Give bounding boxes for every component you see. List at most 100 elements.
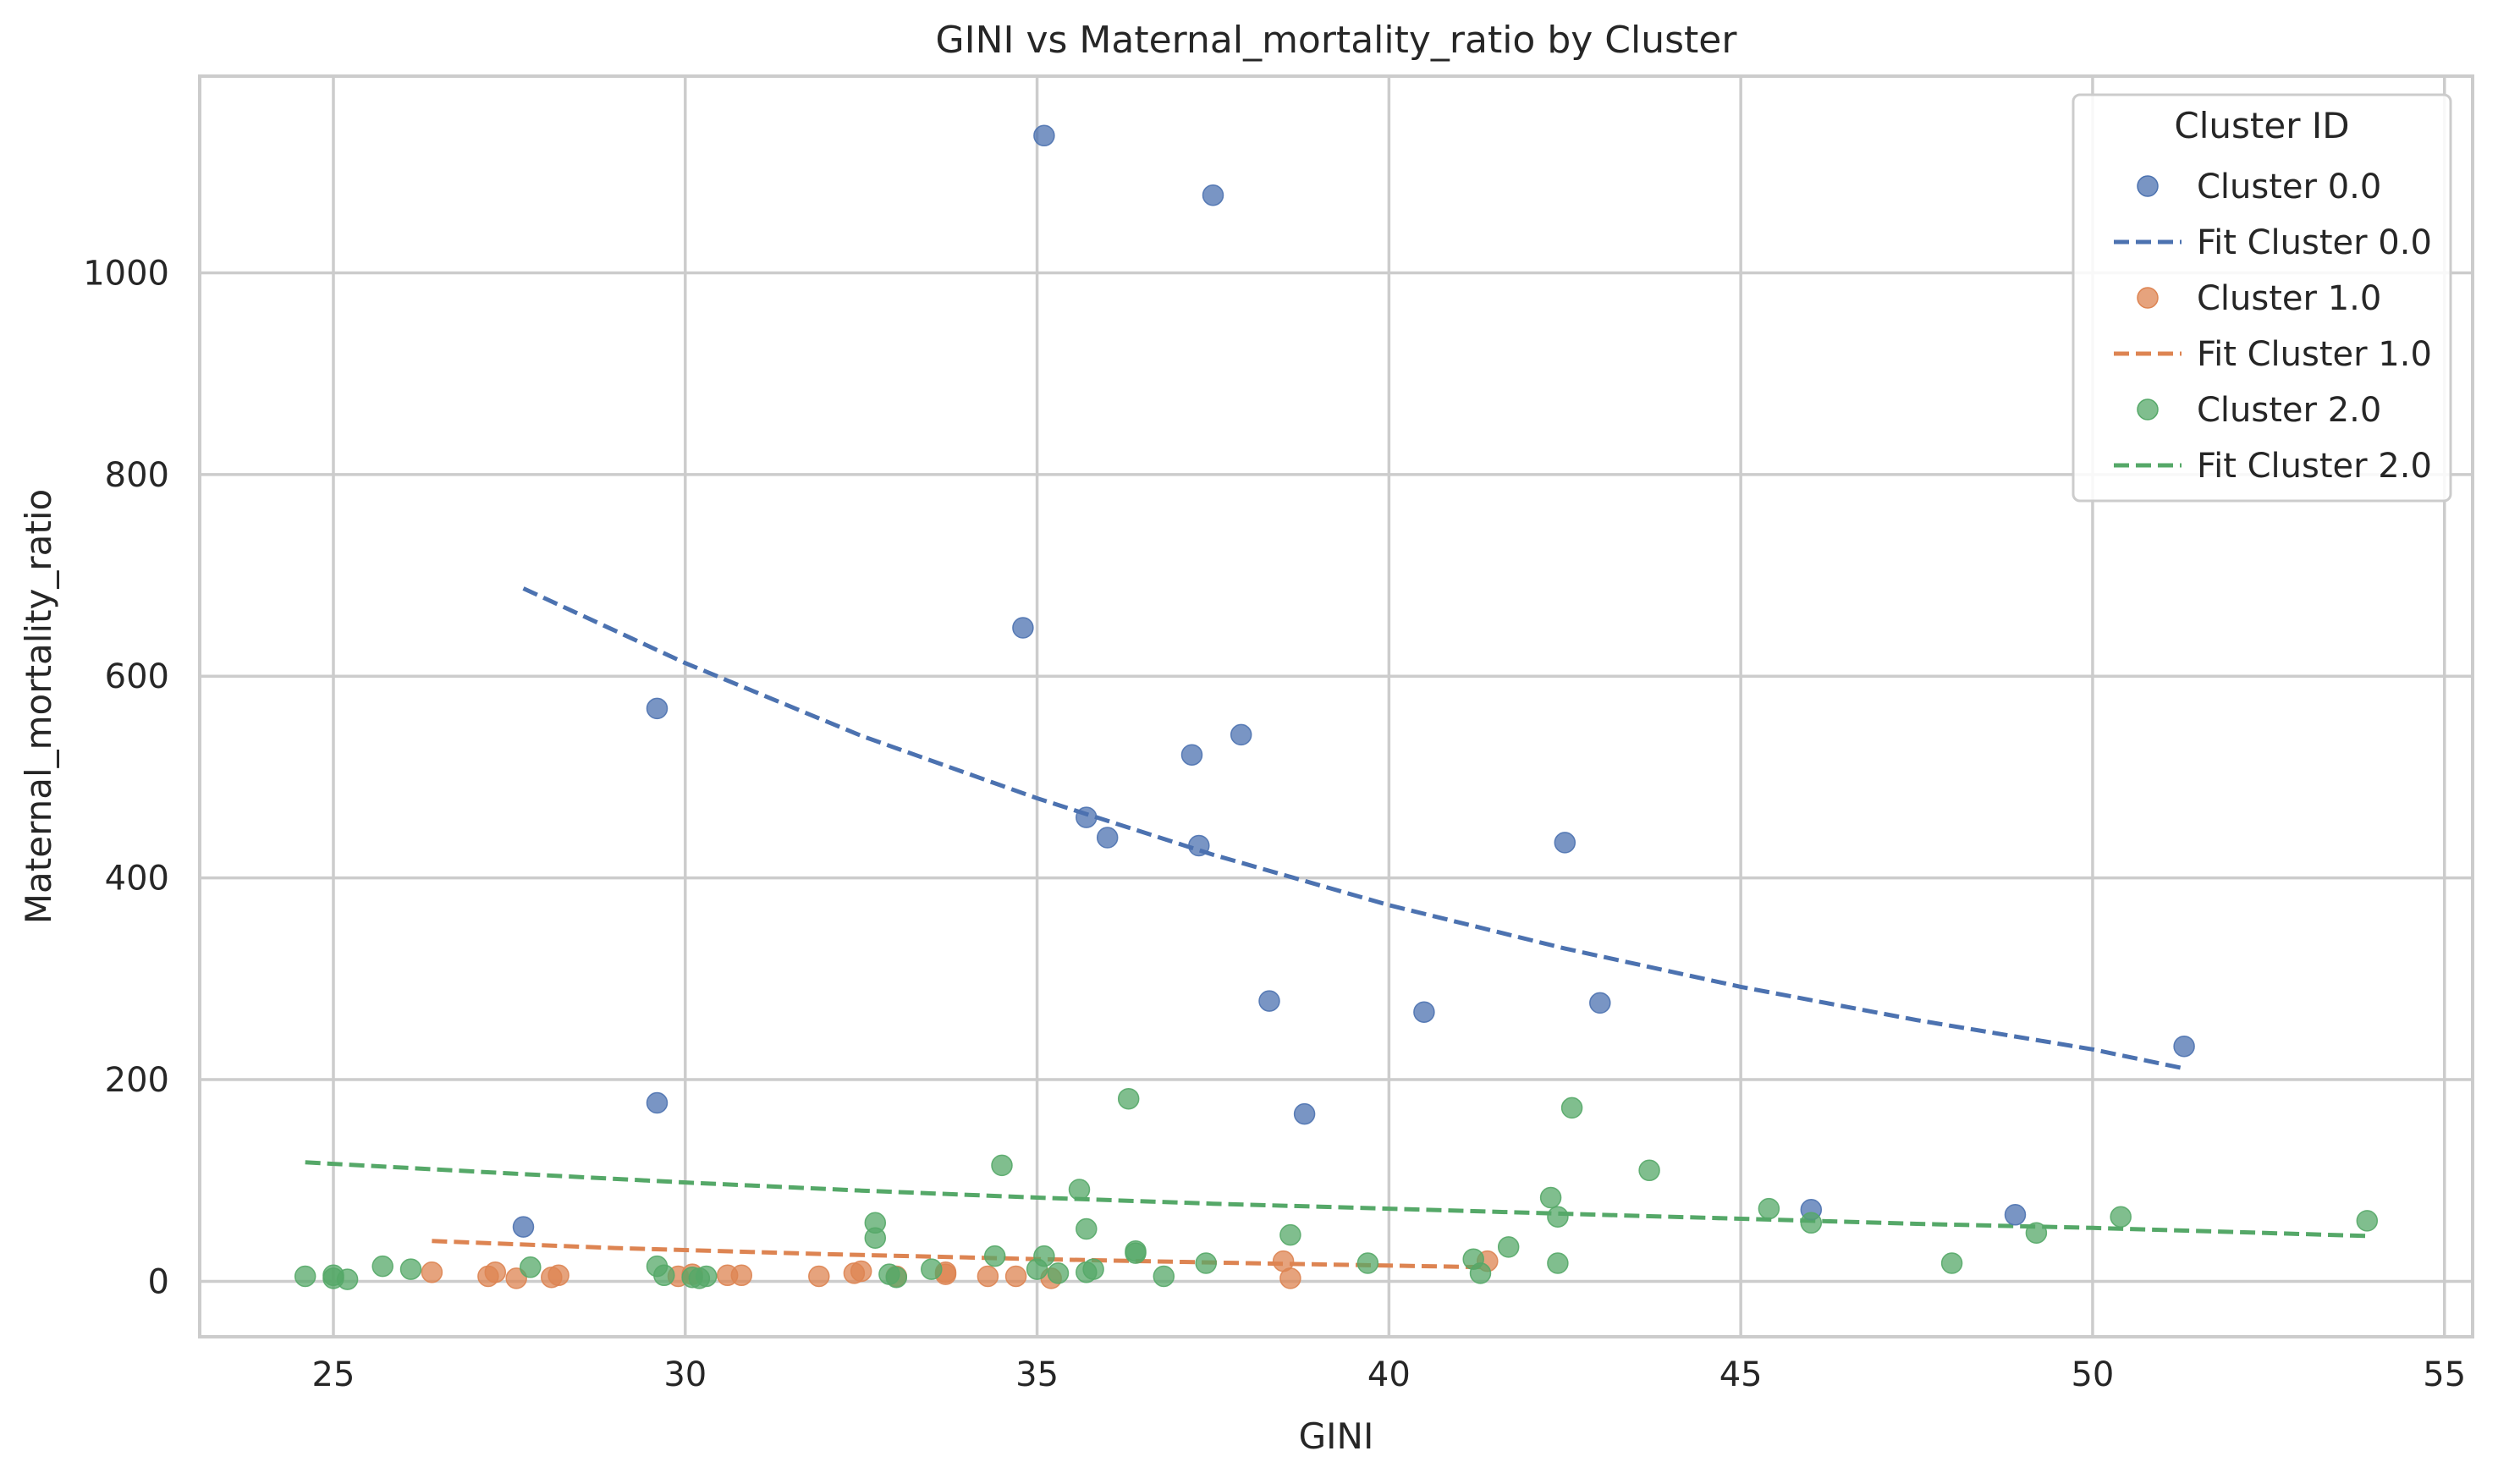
fit-line-cluster-2 bbox=[305, 1160, 2368, 1239]
point-cluster-2 bbox=[1153, 1265, 1175, 1288]
point-cluster-1 bbox=[1279, 1267, 1301, 1289]
legend-marker-0 bbox=[2137, 175, 2159, 197]
x-tick-label: 50 bbox=[2071, 1355, 2114, 1394]
grid bbox=[200, 76, 2473, 1337]
y-tick-label: 400 bbox=[105, 860, 169, 899]
point-cluster-0 bbox=[1413, 1001, 1435, 1023]
point-cluster-0 bbox=[1589, 992, 1611, 1014]
y-tick-label: 600 bbox=[105, 657, 169, 696]
point-cluster-2 bbox=[1560, 1097, 1583, 1119]
y-tick-label: 1000 bbox=[83, 254, 169, 293]
point-cluster-2 bbox=[983, 1245, 1006, 1267]
legend-label: Cluster 2.0 bbox=[2197, 391, 2381, 430]
x-tick-label: 40 bbox=[1367, 1355, 1411, 1394]
point-cluster-2 bbox=[336, 1268, 359, 1290]
point-cluster-1 bbox=[1004, 1265, 1027, 1288]
point-cluster-2 bbox=[1068, 1179, 1091, 1201]
point-cluster-1 bbox=[850, 1260, 872, 1283]
point-cluster-2 bbox=[294, 1265, 316, 1288]
point-cluster-1 bbox=[730, 1264, 753, 1287]
point-cluster-2 bbox=[1195, 1252, 1217, 1274]
legend-marker-2 bbox=[2137, 398, 2159, 420]
point-cluster-0 bbox=[1188, 834, 1210, 857]
legend-label: Fit Cluster 0.0 bbox=[2197, 223, 2432, 262]
fit-lines bbox=[305, 586, 2368, 1270]
point-cluster-1 bbox=[808, 1265, 830, 1288]
point-cluster-2 bbox=[1800, 1212, 1823, 1234]
point-cluster-2 bbox=[1547, 1206, 1569, 1228]
point-cluster-2 bbox=[1047, 1262, 1070, 1284]
legend-title: Cluster ID bbox=[2174, 105, 2349, 146]
point-cluster-2 bbox=[1076, 1217, 1098, 1240]
point-cluster-2 bbox=[520, 1256, 542, 1278]
point-cluster-2 bbox=[1033, 1245, 1055, 1267]
point-cluster-2 bbox=[695, 1265, 718, 1288]
legend-marker-1 bbox=[2137, 287, 2159, 309]
point-cluster-1 bbox=[421, 1261, 443, 1283]
point-cluster-0 bbox=[1258, 990, 1280, 1012]
x-tick-label: 30 bbox=[663, 1355, 707, 1394]
x-tick-label: 25 bbox=[312, 1355, 355, 1394]
chart-title: GINI vs Maternal_mortality_ratio by Clus… bbox=[936, 19, 1738, 62]
y-tick-label: 800 bbox=[105, 456, 169, 495]
point-cluster-2 bbox=[1758, 1197, 1780, 1220]
point-cluster-1 bbox=[977, 1265, 999, 1288]
point-cluster-2 bbox=[1940, 1252, 1963, 1274]
point-cluster-0 bbox=[1033, 124, 1055, 147]
point-cluster-2 bbox=[1082, 1258, 1104, 1280]
point-cluster-2 bbox=[1356, 1252, 1379, 1274]
point-cluster-2 bbox=[2110, 1206, 2132, 1228]
point-cluster-0 bbox=[1293, 1102, 1316, 1125]
point-cluster-0 bbox=[646, 697, 669, 720]
point-cluster-2 bbox=[653, 1264, 675, 1287]
legend-box bbox=[2072, 93, 2452, 503]
point-cluster-2 bbox=[1125, 1239, 1147, 1262]
point-cluster-2 bbox=[1638, 1159, 1660, 1182]
legend-label: Cluster 0.0 bbox=[2197, 168, 2381, 206]
point-cluster-1 bbox=[484, 1261, 507, 1283]
legend-label: Fit Cluster 2.0 bbox=[2197, 447, 2432, 486]
point-cluster-2 bbox=[921, 1258, 943, 1280]
point-cluster-0 bbox=[1202, 184, 1224, 206]
point-cluster-2 bbox=[1539, 1186, 1562, 1209]
point-cluster-2 bbox=[2025, 1222, 2048, 1244]
point-cluster-2 bbox=[1547, 1252, 1569, 1274]
point-cluster-2 bbox=[864, 1227, 887, 1249]
y-axis-label: Maternal_mortality_ratio bbox=[18, 489, 59, 924]
point-cluster-2 bbox=[399, 1258, 422, 1280]
point-cluster-2 bbox=[1279, 1223, 1301, 1246]
point-cluster-0 bbox=[646, 1091, 669, 1114]
legend-label: Fit Cluster 1.0 bbox=[2197, 335, 2432, 374]
point-cluster-2 bbox=[885, 1266, 908, 1289]
point-cluster-0 bbox=[1554, 832, 1576, 854]
point-cluster-2 bbox=[1117, 1087, 1140, 1110]
point-cluster-0 bbox=[512, 1216, 535, 1238]
point-cluster-1 bbox=[547, 1264, 569, 1287]
y-tick-label: 200 bbox=[105, 1061, 169, 1100]
legend-items: Cluster 0.0 Fit Cluster 0.0 Cluster 1.0 Fit… bbox=[2114, 168, 2432, 486]
x-tick-label: 35 bbox=[1015, 1355, 1059, 1394]
legend-label: Cluster 1.0 bbox=[2197, 279, 2381, 318]
point-cluster-2 bbox=[1469, 1262, 1492, 1284]
tick-labels: 25 30 35 40 45 50 55 0 200 400 600 800 1000 bbox=[83, 254, 2466, 1394]
point-cluster-0 bbox=[1180, 744, 1203, 766]
x-tick-label: 55 bbox=[2423, 1355, 2466, 1394]
scatter-points bbox=[294, 124, 2379, 1290]
point-cluster-2 bbox=[2356, 1210, 2379, 1232]
point-cluster-0 bbox=[2004, 1204, 2027, 1226]
point-cluster-0 bbox=[1230, 723, 1252, 746]
point-cluster-2 bbox=[371, 1255, 393, 1278]
point-cluster-0 bbox=[1012, 617, 1034, 639]
point-cluster-0 bbox=[2173, 1035, 2195, 1058]
point-cluster-1 bbox=[505, 1267, 527, 1289]
point-cluster-2 bbox=[1497, 1236, 1520, 1258]
point-cluster-0 bbox=[1076, 806, 1098, 828]
x-axis-label: GINI bbox=[1299, 1415, 1374, 1457]
plot-frame bbox=[198, 74, 2474, 1338]
x-tick-label: 45 bbox=[1719, 1355, 1763, 1394]
fit-line-cluster-0 bbox=[522, 586, 2185, 1071]
point-cluster-2 bbox=[991, 1154, 1013, 1177]
y-tick-label: 0 bbox=[148, 1262, 169, 1301]
